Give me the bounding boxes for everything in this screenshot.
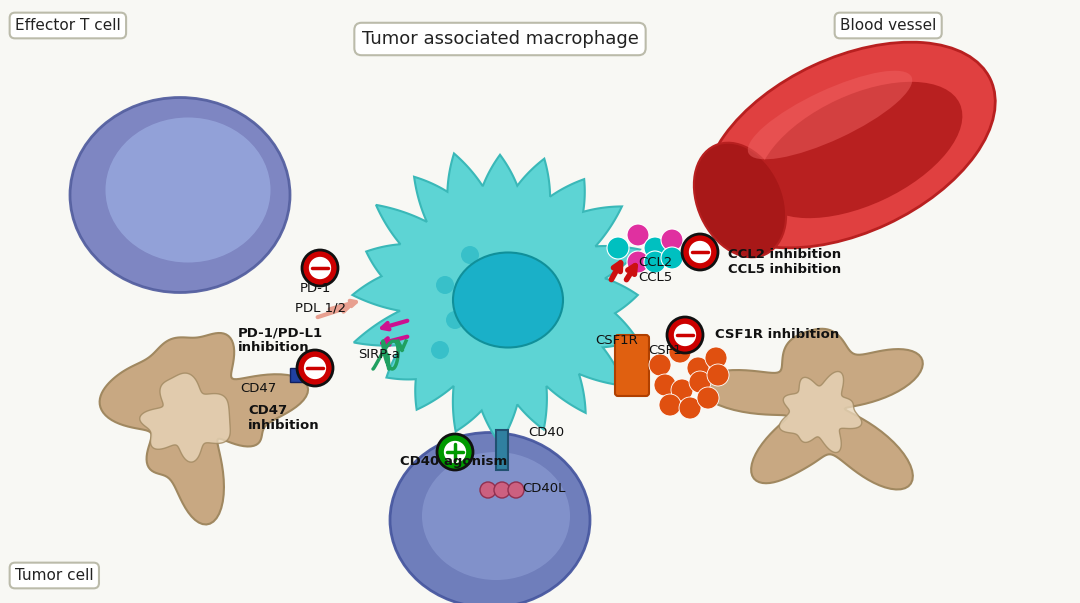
Circle shape bbox=[437, 434, 473, 470]
Polygon shape bbox=[99, 333, 308, 525]
Circle shape bbox=[480, 482, 496, 498]
Text: Blood vessel: Blood vessel bbox=[840, 18, 936, 33]
Circle shape bbox=[659, 394, 681, 416]
Polygon shape bbox=[699, 329, 922, 490]
Circle shape bbox=[431, 341, 449, 359]
Polygon shape bbox=[139, 373, 230, 462]
Ellipse shape bbox=[705, 42, 996, 248]
Ellipse shape bbox=[693, 143, 786, 257]
Text: CD47
inhibition: CD47 inhibition bbox=[248, 404, 320, 432]
Ellipse shape bbox=[758, 82, 962, 218]
Text: CCL2 inhibition
CCL5 inhibition: CCL2 inhibition CCL5 inhibition bbox=[728, 248, 841, 276]
Ellipse shape bbox=[106, 118, 270, 262]
Circle shape bbox=[309, 257, 332, 279]
Text: CSF1R inhibition: CSF1R inhibition bbox=[715, 329, 839, 341]
Circle shape bbox=[627, 224, 649, 246]
FancyArrowPatch shape bbox=[611, 263, 621, 280]
Text: CD40 agonism: CD40 agonism bbox=[400, 455, 508, 469]
Text: CD40L: CD40L bbox=[522, 482, 565, 494]
Polygon shape bbox=[780, 371, 862, 452]
Circle shape bbox=[461, 246, 480, 264]
Circle shape bbox=[705, 347, 727, 369]
Polygon shape bbox=[352, 153, 639, 444]
Ellipse shape bbox=[747, 71, 913, 159]
Circle shape bbox=[679, 397, 701, 419]
Text: CD47: CD47 bbox=[240, 382, 276, 394]
Circle shape bbox=[671, 379, 693, 401]
Circle shape bbox=[674, 324, 697, 346]
Circle shape bbox=[669, 341, 691, 363]
Circle shape bbox=[707, 364, 729, 386]
Ellipse shape bbox=[422, 452, 570, 580]
Circle shape bbox=[667, 317, 703, 353]
Text: CSF1R: CSF1R bbox=[595, 333, 638, 347]
Text: Tumor associated macrophage: Tumor associated macrophage bbox=[362, 30, 638, 48]
Circle shape bbox=[627, 251, 649, 273]
FancyArrowPatch shape bbox=[318, 306, 348, 317]
Circle shape bbox=[689, 241, 711, 263]
Circle shape bbox=[649, 354, 671, 376]
Text: Tumor cell: Tumor cell bbox=[15, 568, 94, 583]
Text: CD40: CD40 bbox=[528, 426, 564, 438]
Circle shape bbox=[508, 482, 524, 498]
FancyArrowPatch shape bbox=[382, 336, 407, 345]
FancyArrowPatch shape bbox=[382, 321, 407, 329]
Text: PD-1: PD-1 bbox=[300, 282, 332, 294]
Text: CSF1: CSF1 bbox=[648, 344, 681, 356]
Text: Effector T cell: Effector T cell bbox=[15, 18, 121, 33]
FancyArrowPatch shape bbox=[626, 265, 635, 280]
Circle shape bbox=[302, 250, 338, 286]
Circle shape bbox=[297, 350, 333, 386]
Circle shape bbox=[644, 251, 666, 273]
Circle shape bbox=[661, 247, 683, 269]
Text: PDL 1/2: PDL 1/2 bbox=[295, 302, 346, 315]
Circle shape bbox=[654, 374, 676, 396]
Ellipse shape bbox=[70, 98, 291, 292]
Bar bbox=[496, 430, 508, 470]
Text: SIRP-a: SIRP-a bbox=[357, 349, 400, 362]
Circle shape bbox=[697, 387, 719, 409]
Circle shape bbox=[444, 441, 467, 463]
Circle shape bbox=[644, 237, 666, 259]
Circle shape bbox=[681, 234, 718, 270]
Circle shape bbox=[661, 229, 683, 251]
Circle shape bbox=[689, 371, 711, 393]
Text: PD-1/PD-L1
inhibition: PD-1/PD-L1 inhibition bbox=[238, 326, 323, 354]
Circle shape bbox=[446, 311, 464, 329]
Text: CCL2
CCL5: CCL2 CCL5 bbox=[638, 256, 672, 284]
Circle shape bbox=[494, 482, 510, 498]
Circle shape bbox=[303, 357, 326, 379]
Circle shape bbox=[607, 237, 629, 259]
Ellipse shape bbox=[453, 253, 563, 347]
Circle shape bbox=[687, 357, 708, 379]
Circle shape bbox=[436, 276, 454, 294]
Bar bbox=[291, 368, 312, 382]
FancyArrowPatch shape bbox=[329, 301, 355, 309]
FancyBboxPatch shape bbox=[615, 335, 649, 396]
Ellipse shape bbox=[390, 432, 590, 603]
